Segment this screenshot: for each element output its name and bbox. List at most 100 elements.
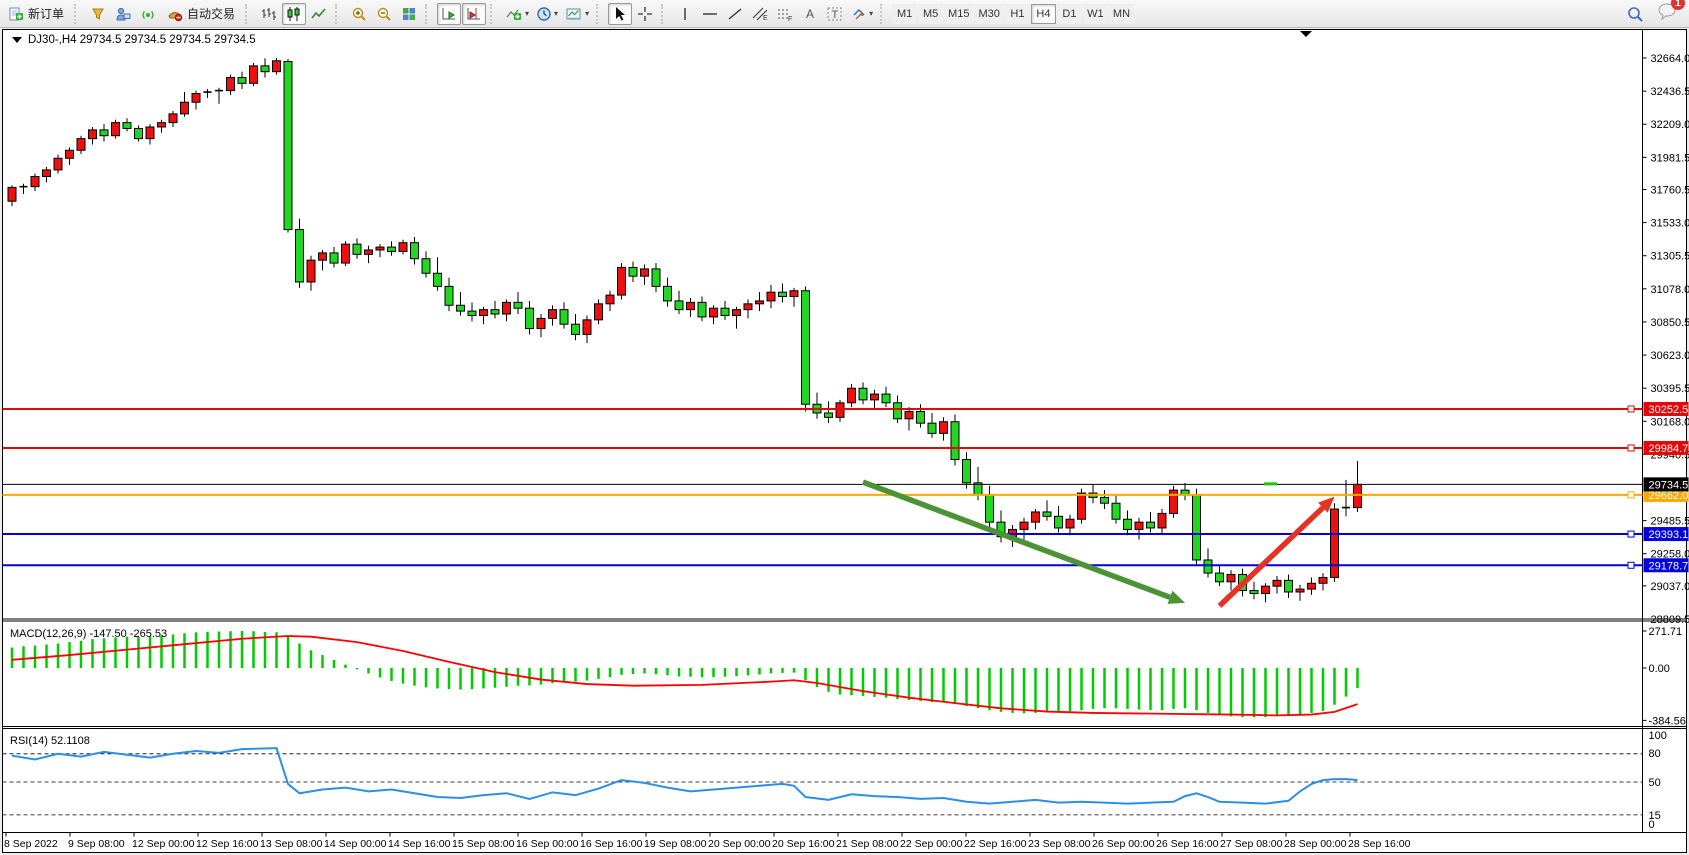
timeframe-button-mn[interactable]: MN: [1108, 3, 1135, 24]
search-button[interactable]: [1623, 3, 1647, 25]
candle-body: [732, 309, 741, 316]
candle-body: [329, 252, 339, 264]
time-tick-label: 12 Sep 00:00: [132, 838, 195, 850]
candle-body: [65, 149, 74, 159]
level-handle: [1627, 405, 1635, 413]
price-tick-label: 31981.5: [1651, 152, 1689, 164]
periods-button[interactable]: ▾: [533, 3, 561, 25]
channel-button[interactable]: E: [748, 3, 772, 25]
zoom-in-button[interactable]: [347, 3, 371, 25]
candle-body: [686, 301, 695, 311]
bar-chart-button[interactable]: [257, 3, 281, 25]
svg-text:T: T: [832, 9, 839, 21]
toolbar-grip: [335, 3, 343, 24]
candle-body: [766, 291, 776, 302]
tile-windows-button[interactable]: [397, 3, 421, 25]
price-tick-label: 32209.0: [1651, 119, 1689, 131]
candle-body: [617, 266, 626, 296]
macd-tick-label: 0.00: [1649, 663, 1670, 675]
candle-body: [789, 290, 799, 298]
notifications-button[interactable]: 1: [1657, 0, 1685, 25]
signals-button[interactable]: [136, 3, 160, 25]
time-tick-label: 15 Sep 08:00: [452, 838, 515, 850]
templates-button[interactable]: ▾: [562, 3, 592, 25]
candle-body: [444, 285, 454, 306]
candle-body: [801, 290, 810, 405]
fibonacci-button[interactable]: F: [773, 3, 797, 25]
zoom-out-button[interactable]: [372, 3, 396, 25]
downtrend-arrow-head: [1167, 590, 1185, 604]
terminal-button[interactable]: [111, 3, 135, 25]
annotation-arrows[interactable]: [862, 479, 1335, 608]
timeframe-button-m1[interactable]: M1: [892, 3, 918, 24]
chart-window-border: [2, 29, 1687, 853]
pane-frames: [2, 29, 1687, 833]
candle-body: [1226, 574, 1236, 583]
macd-signal-line: [11, 635, 1358, 717]
horizontal-line-button[interactable]: [698, 3, 722, 25]
candle-body: [835, 402, 845, 418]
candle-body: [341, 243, 350, 264]
symbol-dropdown-icon[interactable]: [12, 37, 22, 43]
autotrading-icon: [167, 6, 183, 22]
timeframe-button-d1[interactable]: D1: [1056, 3, 1082, 24]
candle-body: [513, 301, 523, 309]
signals-icon: [140, 6, 156, 22]
candle-body: [1031, 511, 1040, 523]
zoom-out-icon: [376, 6, 392, 22]
shapes-button[interactable]: ▾: [848, 3, 876, 25]
macd-tick-label: 271.71: [1649, 626, 1683, 638]
candlestick-chart-button[interactable]: [282, 2, 307, 25]
candle-body: [398, 242, 408, 252]
indicators-button[interactable]: ▾: [502, 3, 532, 25]
dropdown-arrow-icon: ▾: [585, 9, 590, 18]
candle-body: [30, 175, 40, 188]
auto-scroll-button[interactable]: [437, 2, 462, 25]
price-axis[interactable]: 32664.0 32436.5 32209.0 31981.5 31760.5 31533…: [1642, 53, 1689, 626]
timeframe-button-m5[interactable]: M5: [918, 3, 944, 24]
rsi-tick-label: 15: [1649, 810, 1661, 822]
timeframe-button-m30[interactable]: M30: [974, 3, 1004, 24]
level-handle: [1627, 561, 1635, 569]
chart-canvas[interactable]: 32664.0 32436.5 32209.0 31981.5 31760.5 31533…: [0, 28, 1689, 855]
time-axis[interactable]: 8 Sep 2022 9 Sep 08:00 12 Sep 00:00 12 Sep …: [4, 832, 1411, 851]
line-chart-button[interactable]: [307, 3, 331, 25]
time-tick-label: 13 Sep 08:00: [260, 838, 323, 850]
svg-text:29662.0: 29662.0: [1649, 490, 1689, 502]
trendline-button[interactable]: [723, 3, 747, 25]
level-price-label: [1643, 440, 1689, 455]
bar-chart-icon: [260, 6, 278, 22]
cursor-icon: [612, 6, 628, 22]
dropdown-arrow-icon: ▾: [869, 9, 874, 18]
tile-windows-icon: [401, 6, 417, 22]
rsi-label: RSI(14) 52.1108: [10, 735, 90, 747]
candle-body: [375, 246, 385, 251]
timeframe-button-m15[interactable]: M15: [944, 3, 974, 24]
crosshair-button[interactable]: [633, 3, 657, 25]
candle-body: [191, 93, 201, 103]
text-button[interactable]: A: [798, 3, 822, 25]
cursor-button[interactable]: [608, 2, 633, 25]
autotrading-button[interactable]: 自动交易: [161, 3, 241, 25]
text-label-button[interactable]: T: [823, 3, 847, 25]
candle-body: [122, 122, 132, 129]
notification-badge: 1: [1671, 0, 1685, 10]
candle-body: [536, 317, 546, 330]
text-icon: A: [803, 6, 817, 22]
timeframe-button-w1[interactable]: W1: [1082, 3, 1108, 24]
level-lines[interactable]: 30252.5 29984.7 29662.0 29393.1 29178.7: [2, 401, 1689, 573]
timeframe-button-h4[interactable]: H4: [1030, 3, 1056, 24]
candle-body: [525, 307, 534, 330]
timeframe-button-h1[interactable]: H1: [1004, 3, 1030, 24]
macd-axis: 271.71 0.00 -384.56: [1642, 626, 1686, 727]
rsi-tick-label: 100: [1649, 730, 1667, 742]
market-depth-button[interactable]: [86, 3, 110, 25]
price-tick-label: 31078.0: [1651, 284, 1689, 296]
shapes-icon: [851, 6, 867, 22]
current-price-label: 29734.5: [1649, 479, 1689, 491]
new-order-button[interactable]: 新订单: [2, 3, 70, 25]
chart-shift-button[interactable]: [462, 2, 487, 25]
candle-body: [720, 307, 730, 316]
candle-body: [743, 303, 753, 311]
vertical-line-button[interactable]: [673, 3, 697, 25]
